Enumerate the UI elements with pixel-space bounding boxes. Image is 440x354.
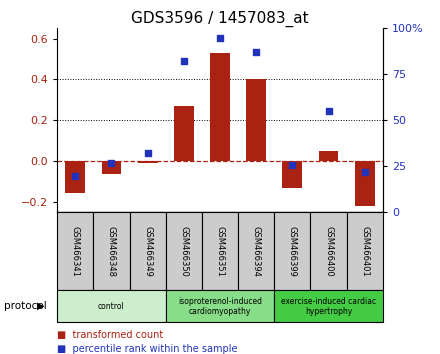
Bar — [166, 290, 274, 322]
Point — [325, 108, 332, 114]
Bar — [93, 212, 129, 290]
Point — [108, 160, 115, 166]
Bar — [202, 212, 238, 290]
Point — [216, 35, 224, 40]
Title: GDS3596 / 1457083_at: GDS3596 / 1457083_at — [131, 11, 309, 27]
Text: ▶: ▶ — [37, 301, 45, 311]
Bar — [355, 161, 375, 206]
Bar — [319, 151, 338, 161]
Text: ■  percentile rank within the sample: ■ percentile rank within the sample — [57, 344, 238, 354]
Text: ■  transformed count: ■ transformed count — [57, 330, 163, 339]
Bar — [274, 290, 383, 322]
Bar — [311, 212, 347, 290]
Point — [361, 169, 368, 175]
Point — [289, 162, 296, 167]
Text: protocol: protocol — [4, 301, 47, 311]
Bar — [174, 106, 194, 161]
Text: control: control — [98, 302, 125, 311]
Bar — [238, 212, 274, 290]
Bar — [102, 161, 121, 173]
Bar — [57, 212, 93, 290]
Point — [72, 173, 79, 178]
Bar — [66, 161, 85, 193]
Bar — [138, 161, 158, 163]
Bar — [129, 212, 166, 290]
Text: isoproterenol-induced
cardiomyopathy: isoproterenol-induced cardiomyopathy — [178, 297, 262, 316]
Bar — [347, 212, 383, 290]
Text: GSM466341: GSM466341 — [71, 226, 80, 277]
Bar — [57, 290, 166, 322]
Text: GSM466401: GSM466401 — [360, 226, 369, 277]
Text: GSM466399: GSM466399 — [288, 226, 297, 277]
Text: GSM466349: GSM466349 — [143, 226, 152, 277]
Bar — [166, 212, 202, 290]
Bar — [282, 161, 302, 188]
Text: GSM466348: GSM466348 — [107, 226, 116, 277]
Text: GSM466350: GSM466350 — [180, 226, 188, 277]
Bar — [246, 79, 266, 161]
Text: GSM466351: GSM466351 — [216, 226, 224, 277]
Text: exercise-induced cardiac
hypertrophy: exercise-induced cardiac hypertrophy — [281, 297, 376, 316]
Point — [253, 50, 260, 55]
Point — [144, 151, 151, 156]
Bar — [274, 212, 311, 290]
Text: GSM466400: GSM466400 — [324, 226, 333, 277]
Point — [180, 59, 187, 64]
Text: GSM466394: GSM466394 — [252, 226, 260, 277]
Bar — [210, 53, 230, 161]
